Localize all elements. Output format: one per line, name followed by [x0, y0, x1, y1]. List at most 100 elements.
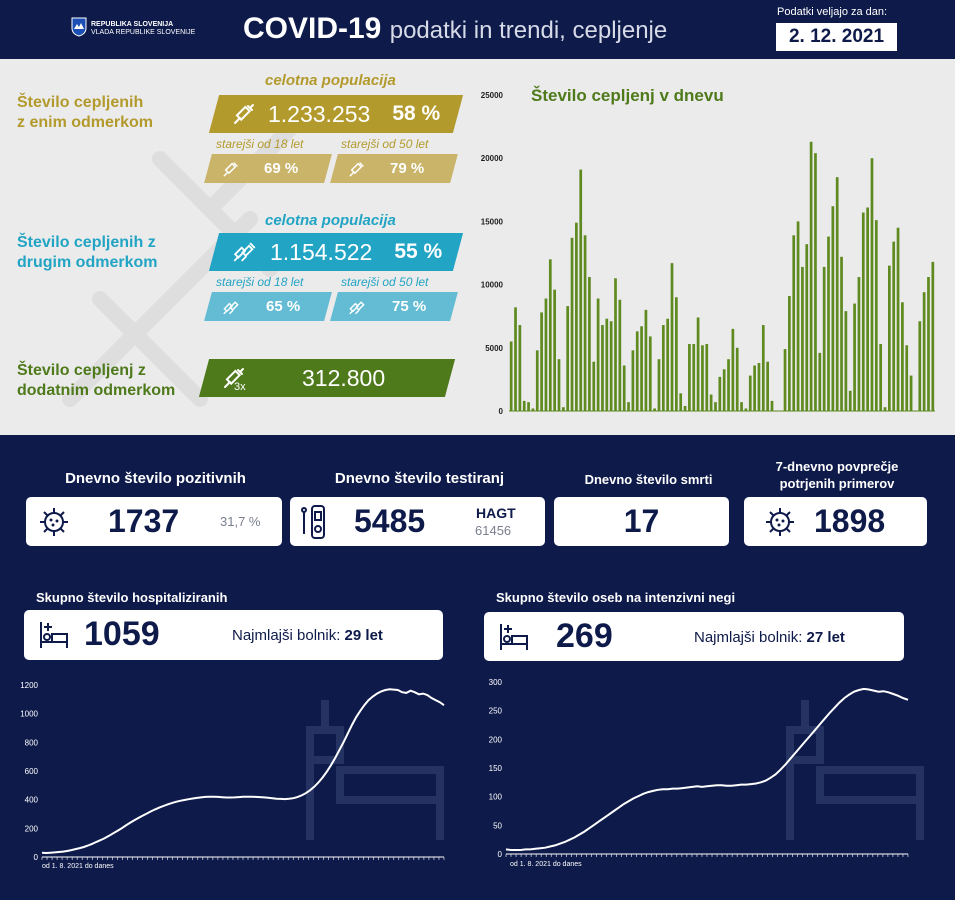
syringe-icon	[223, 368, 244, 388]
hospital-from-label: od 1. 8. 2021 do danes	[42, 863, 114, 870]
hospital-value: 1059	[84, 615, 160, 653]
vax-bar	[861, 212, 865, 411]
vax-bar	[570, 237, 574, 411]
line-ytick-label: 250	[489, 707, 503, 716]
second-dose-title: Število cepljenih z drugim odmerkom	[17, 233, 157, 273]
vax-ytick-label: 25000	[481, 91, 504, 100]
vax-bar	[722, 369, 726, 411]
hospital-youngest-label: Najmlajši bolnik:	[232, 627, 341, 644]
title-rest: podatki in trendi, cepljenje	[389, 17, 668, 44]
vax-bar	[644, 309, 648, 411]
vax-bar	[870, 158, 874, 411]
vax-bar	[866, 207, 869, 411]
first-title-line2: z enim odmerkom	[17, 114, 154, 131]
tests-label: Dnevno število testiranj	[334, 470, 505, 487]
double-syringe-icon	[233, 242, 256, 262]
vax-bar	[509, 341, 513, 411]
vax-ytick-label: 15000	[481, 217, 504, 226]
syringe-icon	[349, 161, 364, 176]
vax-bar	[757, 362, 761, 411]
booster-pill: 3x 312.800	[198, 359, 456, 397]
vax-bar	[661, 325, 665, 411]
vax-bar	[840, 256, 843, 411]
vax-bar	[896, 227, 900, 411]
vax-bar	[518, 325, 522, 411]
vax-bar	[766, 361, 769, 411]
vax-bar	[931, 261, 935, 411]
hospital-bed-icon	[500, 624, 528, 650]
vax-bar	[531, 408, 535, 411]
syringe-icon	[233, 104, 254, 124]
second-sub50-pct: 75 %	[392, 298, 427, 315]
valid-date: 2. 12. 2021	[776, 23, 897, 51]
vax-bar	[605, 318, 609, 411]
vax-bar	[814, 153, 817, 412]
line-ytick-label: 0	[34, 853, 39, 860]
vax-bar	[905, 345, 909, 411]
valid-label: Podatki veljajo za dan:	[777, 6, 888, 18]
line-ytick-label: 1000	[20, 710, 38, 719]
vax-bar	[631, 350, 635, 411]
second-pct: 55 %	[394, 240, 443, 263]
vax-bar	[657, 359, 661, 411]
first-count: 1.233.253	[268, 100, 371, 127]
vax-bar	[727, 359, 730, 411]
vax-bar	[844, 311, 848, 411]
first-total-pill: 1.233.253 58 %	[208, 95, 464, 133]
virus-icon	[40, 508, 68, 536]
vax-bar	[731, 328, 735, 411]
vax-bar	[761, 325, 765, 411]
vax-bar	[718, 376, 722, 411]
line-ytick-label: 150	[489, 764, 503, 773]
deaths-label: Dnevno število smrti	[584, 472, 713, 487]
vax-bar	[792, 235, 796, 411]
vax-bar	[835, 177, 839, 411]
line-ytick-label: 800	[25, 738, 39, 747]
line-ytick-label: 600	[25, 767, 39, 776]
gov-line1: REPUBLIKA SLOVENIJA	[91, 21, 174, 28]
hospital-bed-icon	[40, 622, 68, 648]
vax-bar	[818, 352, 822, 411]
vax-ytick-label: 20000	[481, 154, 504, 163]
vax-ytick-label: 5000	[485, 344, 503, 353]
vax-bar	[701, 345, 704, 411]
second-sub50-label: starejši od 50 let	[341, 275, 429, 289]
first-sub18-pill: 69 %	[204, 154, 332, 183]
vax-bar	[770, 400, 774, 411]
hagt-label: HAGT	[476, 505, 516, 521]
vax-bar	[653, 408, 656, 411]
booster-title-line1: Število cepljenj z	[17, 362, 146, 379]
vax-bar	[666, 318, 670, 411]
first-pop-label: celotna populacija	[265, 72, 396, 89]
test-kit-icon	[301, 505, 325, 539]
first-pct: 58 %	[392, 102, 441, 125]
vax-bar	[679, 393, 683, 411]
virus-icon	[766, 508, 794, 536]
vax-bar	[888, 265, 891, 411]
line-ytick-label: 0	[498, 850, 503, 857]
hospital-bed-watermark-icon	[786, 700, 924, 840]
vax-bar	[853, 303, 856, 411]
hospital-youngest-value: 29 let	[344, 627, 383, 644]
gov-line2: VLADA REPUBLIKE SLOVENIJE	[91, 29, 196, 36]
hospital-youngest: Najmlajši bolnik: 29 let	[232, 627, 383, 644]
vax-bar	[575, 222, 578, 411]
vax-bar	[874, 220, 878, 411]
syringe-icon	[223, 161, 238, 176]
vax-bar	[857, 277, 861, 411]
second-sub18-pill: 65 %	[204, 292, 332, 321]
line-ytick-label: 50	[493, 821, 502, 830]
avg7-card: 1898	[744, 497, 927, 546]
hagt-value: 61456	[475, 523, 512, 538]
hospital-title: Skupno število hospitaliziranih	[36, 590, 228, 605]
second-title-line2: drugim odmerkom	[17, 254, 158, 271]
vax-bar	[561, 407, 565, 411]
vax-bar	[675, 297, 678, 411]
icu-card: 269 Najmlajši bolnik: 27 let	[484, 612, 904, 661]
vax-bar	[544, 298, 548, 411]
vax-bar	[579, 169, 583, 411]
icu-youngest: Najmlajši bolnik: 27 let	[694, 629, 845, 646]
vax-bar	[522, 400, 526, 411]
coat-of-arms-icon	[71, 17, 87, 37]
vax-bar	[748, 375, 752, 411]
